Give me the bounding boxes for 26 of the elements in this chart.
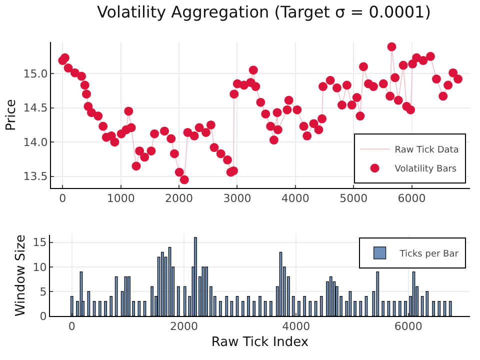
x-tick-label: 0: [68, 320, 76, 334]
y-tick-label: 15.0: [23, 67, 48, 80]
x-tick-label: 4000: [282, 320, 310, 334]
y-tick-label: 10: [32, 260, 47, 274]
y-axis-title: Price: [4, 99, 20, 131]
legend-label: Volatility Bars: [394, 164, 457, 175]
x-tick-label: 6000: [394, 320, 422, 334]
x-tick-label: 6000: [398, 192, 426, 206]
legend-label: Ticks per Bar: [398, 249, 459, 260]
x-tick-label: 4000: [281, 192, 310, 206]
legend-label: Raw Tick Data: [394, 146, 459, 156]
x-tick-label: 1000: [106, 192, 135, 206]
x-tick-label: 0: [59, 192, 66, 206]
x-tick-label: 2000: [170, 320, 198, 334]
y-axis-title: Window Size: [14, 234, 29, 317]
x-tick-label: 5000: [340, 192, 368, 206]
x-tick-label: 2000: [165, 192, 194, 206]
y-tick-label: 13.5: [23, 170, 48, 184]
x-tick-label: 3000: [223, 192, 252, 206]
y-tick-label: 5: [40, 285, 47, 298]
chart-title: Volatility Aggregation (Target σ = 0.0001): [97, 2, 431, 22]
y-tick-label: 14.5: [23, 102, 48, 115]
y-tick-label: 14.0: [23, 136, 48, 149]
x-axis-title: Raw Tick Index: [211, 334, 309, 350]
y-tick-label: 0: [40, 310, 47, 323]
y-tick-label: 15: [32, 236, 47, 250]
